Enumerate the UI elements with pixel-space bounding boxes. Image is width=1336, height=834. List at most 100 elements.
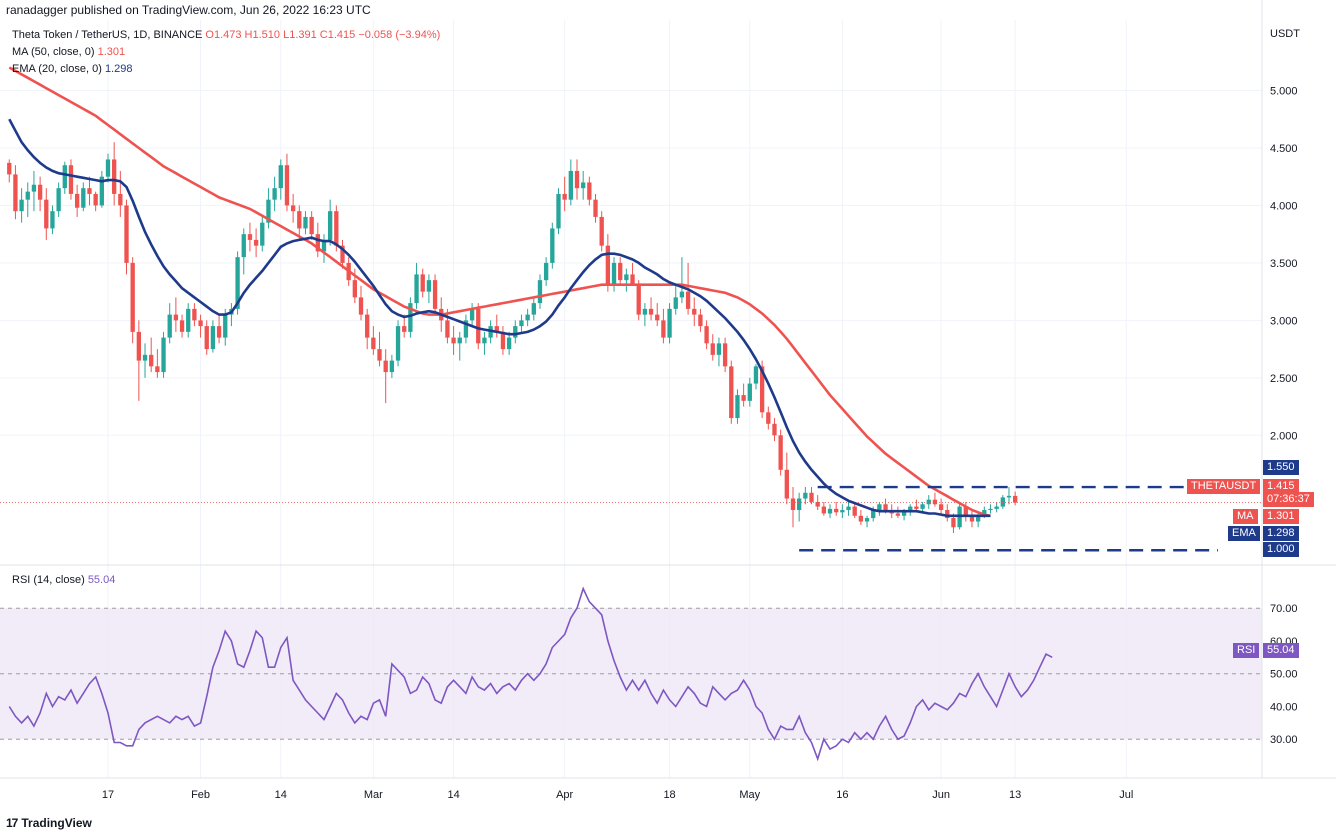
ema-tag: EMA: [1228, 526, 1260, 541]
brand-name: TradingView: [21, 816, 92, 830]
candle-body: [7, 162, 12, 175]
ema-value: 1.298: [104, 63, 133, 75]
candle-body: [290, 205, 296, 212]
candle-body: [1006, 495, 1012, 498]
candle-body: [772, 423, 777, 436]
candle-body: [105, 159, 111, 177]
candle-body: [284, 165, 290, 206]
candle-body: [149, 354, 154, 367]
candle-body: [383, 360, 388, 373]
ema-legend[interactable]: EMA (20, close, 0) 1.298: [12, 63, 132, 75]
ma-tag: MA: [1233, 509, 1258, 524]
candle-body: [235, 257, 240, 309]
candle-body: [593, 199, 598, 217]
candle-body: [568, 170, 573, 200]
candle-body: [698, 314, 703, 327]
rsi-legend[interactable]: RSI (14, close) 55.04: [12, 574, 115, 586]
candle-body: [685, 291, 691, 309]
candle-body: [500, 331, 506, 350]
candle-body: [864, 518, 870, 522]
ema-label: EMA (20, close, 0): [12, 63, 102, 75]
candle-body: [99, 176, 104, 206]
time-tick-label: 18: [663, 789, 675, 801]
candle-body: [759, 366, 765, 413]
candle-body: [198, 320, 203, 327]
candle-body: [519, 320, 524, 327]
candle-body: [938, 504, 944, 511]
candle-body: [741, 395, 746, 401]
candle-body: [309, 216, 314, 235]
candle-body: [753, 366, 759, 384]
candle-body: [513, 326, 518, 338]
time-tick-label: 16: [836, 789, 848, 801]
candle-body: [241, 234, 246, 258]
tradingview-logo-icon: 17: [6, 816, 18, 830]
candle-body: [494, 326, 499, 332]
support-badge: 1.000: [1263, 542, 1299, 557]
symbol-legend[interactable]: Theta Token / TetherUS, 1D, BINANCE O1.4…: [12, 29, 440, 41]
ma-legend[interactable]: MA (50, close, 0) 1.301: [12, 46, 125, 58]
candle-body: [482, 337, 487, 344]
candle-body: [803, 492, 808, 499]
time-tick-label: Feb: [191, 789, 210, 801]
published-header: ranadagger published on TradingView.com,…: [6, 3, 371, 17]
candle-body: [932, 499, 938, 505]
candle-body: [50, 211, 55, 229]
candle-body: [56, 188, 61, 212]
candle-body: [414, 274, 419, 304]
price-tick-label: 3.000: [1270, 315, 1298, 327]
candle-body: [951, 518, 956, 528]
countdown-badge: 07:36:37: [1263, 492, 1314, 507]
candle-body: [599, 216, 604, 246]
candle-body: [895, 513, 901, 516]
candle-body: [124, 205, 129, 263]
candle-body: [883, 504, 888, 511]
time-tick-label: Jul: [1119, 789, 1133, 801]
candle-body: [605, 245, 611, 286]
candle-body: [611, 262, 617, 286]
candle-body: [766, 412, 771, 424]
candle-body: [321, 239, 327, 252]
candle-body: [210, 326, 216, 350]
price-tick-label: 2.000: [1270, 430, 1298, 442]
candle-body: [877, 504, 882, 511]
candle-body: [630, 274, 635, 284]
candle-body: [550, 228, 555, 263]
candle-body: [278, 165, 283, 189]
candle-body: [704, 326, 709, 344]
candle-body: [31, 184, 37, 192]
candle-body: [797, 498, 802, 511]
price-tick-label: 4.000: [1270, 200, 1298, 212]
footer[interactable]: 17 TradingView: [6, 816, 92, 830]
rsi-panel: [0, 586, 1262, 762]
candle-body: [432, 280, 438, 309]
candle-body: [809, 492, 814, 502]
candle-body: [340, 245, 345, 263]
candle-body: [408, 303, 413, 332]
candle-body: [988, 508, 993, 511]
candle-body: [130, 262, 135, 332]
candle-body: [426, 280, 432, 292]
candle-body: [297, 211, 302, 229]
candle-body: [531, 303, 536, 315]
time-tick-label: 14: [447, 789, 459, 801]
time-tick-label: Apr: [556, 789, 573, 801]
candle-body: [451, 337, 456, 344]
candle-body: [272, 188, 277, 200]
candle-body: [395, 326, 401, 361]
candle-body: [155, 366, 160, 373]
candle-body: [821, 506, 827, 514]
candle-body: [62, 165, 67, 189]
ma-label: MA (50, close, 0): [12, 46, 95, 58]
candle-body: [266, 199, 271, 223]
candle-body: [710, 343, 715, 355]
ema20-line: [8, 118, 991, 518]
candle-body: [74, 193, 80, 208]
candle-body: [994, 506, 999, 509]
candle-body: [729, 366, 734, 419]
candle-body: [871, 510, 876, 519]
candle-body: [118, 193, 123, 206]
candle-body: [1012, 495, 1018, 503]
candle-body: [389, 360, 395, 373]
